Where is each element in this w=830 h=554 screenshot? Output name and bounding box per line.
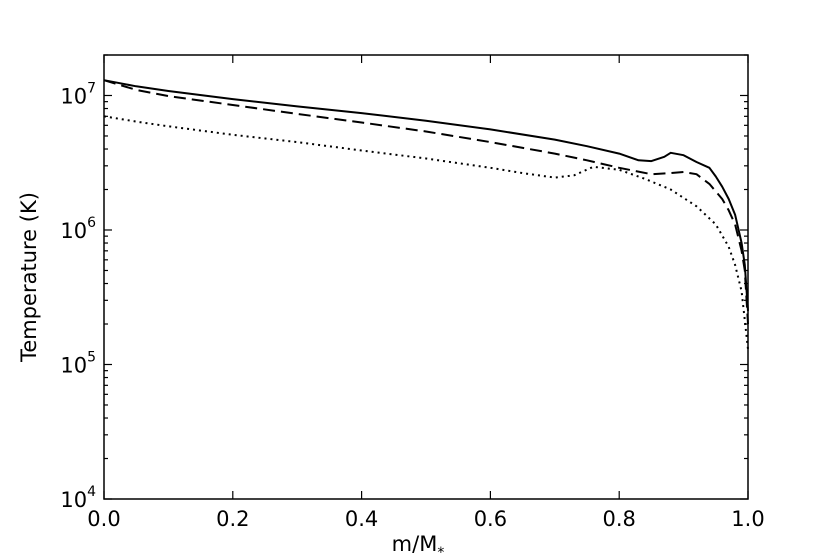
- x-axis-label: m/M*: [392, 532, 445, 554]
- x-tick-label: 0.4: [345, 507, 378, 531]
- y-axis-label: Temperature (K): [17, 192, 41, 363]
- plot-frame: [103, 54, 749, 500]
- y-tick-base: 10: [60, 219, 87, 243]
- x-tick-label: 0.6: [474, 507, 507, 531]
- x-axis-label-subscript: *: [437, 545, 444, 554]
- y-tick-label: 104: [60, 484, 96, 512]
- axis-ticks: [103, 54, 749, 500]
- x-tick-label: 0.8: [602, 507, 635, 531]
- series-line-dotted: [103, 115, 749, 350]
- series-line-dashed: [103, 79, 749, 325]
- x-axis-label-main: m/M: [392, 532, 438, 554]
- svg-text:106: 106: [60, 215, 96, 243]
- svg-text:104: 104: [60, 484, 96, 512]
- y-tick-exponent: 4: [87, 484, 96, 500]
- y-tick-base: 10: [60, 488, 87, 512]
- y-tick-label: 105: [60, 350, 96, 378]
- svg-text:105: 105: [60, 350, 96, 378]
- y-tick-label: 106: [60, 215, 96, 243]
- y-tick-base: 10: [60, 354, 87, 378]
- y-tick-base: 10: [60, 85, 87, 109]
- series-line-solid: [103, 79, 749, 312]
- svg-text:107: 107: [60, 81, 96, 109]
- x-tick-label: 0.2: [216, 507, 249, 531]
- y-tick-label: 107: [60, 81, 96, 109]
- y-tick-exponent: 5: [87, 350, 96, 366]
- x-tick-label: 0.0: [87, 507, 120, 531]
- x-tick-label: 1.0: [731, 507, 764, 531]
- y-tick-exponent: 7: [87, 81, 96, 97]
- y-tick-exponent: 6: [87, 215, 96, 231]
- series-lines: [103, 79, 749, 350]
